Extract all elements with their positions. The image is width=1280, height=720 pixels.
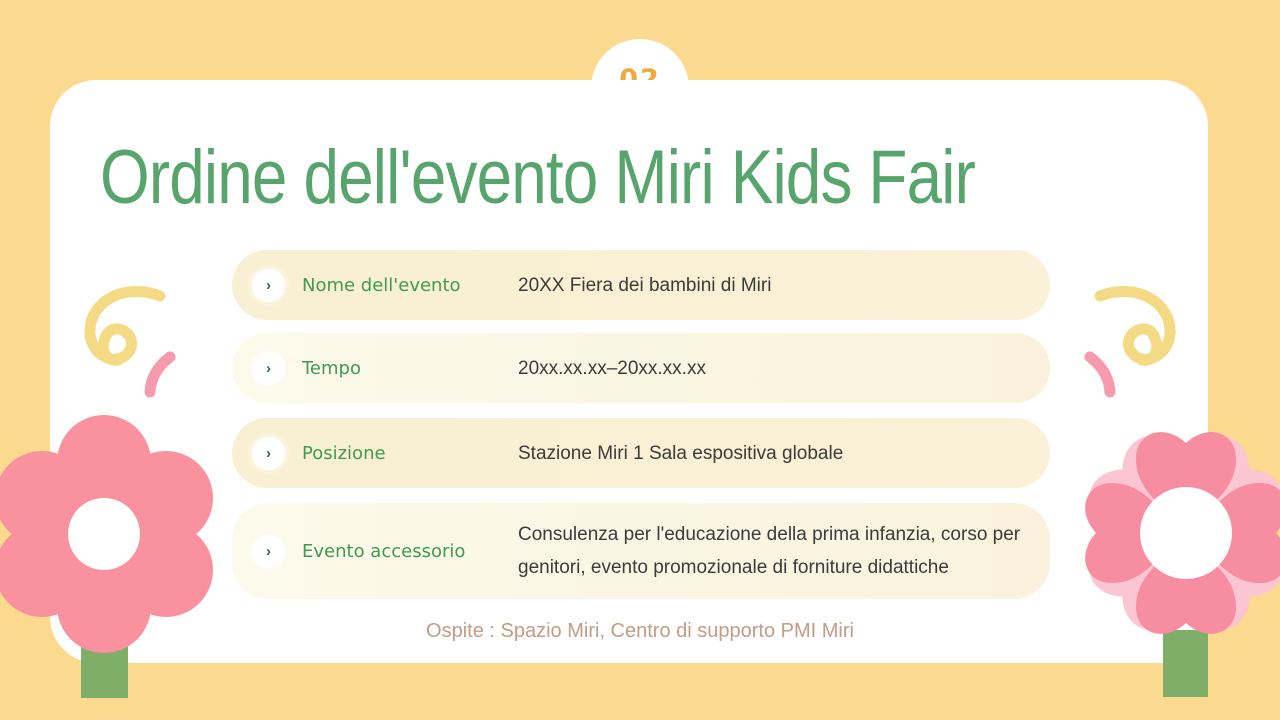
chevron-right-icon: ›: [252, 268, 285, 302]
host-note: Ospite : Spazio Miri, Centro di supporto…: [426, 620, 854, 642]
row-value: Consulenza per l'educazione della prima …: [518, 524, 1021, 578]
row-label: Tempo: [302, 357, 361, 379]
page-title: Ordine dell'evento Miri Kids Fair: [100, 135, 976, 220]
row-label: Posizione: [302, 442, 386, 464]
row-label: Evento accessorio: [302, 540, 466, 562]
event-detail-list: › Nome dell'evento 20XX Fiera dei bambin…: [232, 250, 1050, 599]
row-value: Stazione Miri 1 Sala espositiva globale: [518, 442, 844, 464]
row-location: › Posizione Stazione Miri 1 Sala esposit…: [232, 418, 1050, 488]
chevron-right-icon: ›: [252, 534, 285, 568]
row-side-events: › Evento accessorio Consulenza per l'edu…: [232, 503, 1050, 599]
row-value: 20xx.xx.xx–20xx.xx.xx: [518, 357, 706, 379]
chevron-right-icon: ›: [252, 351, 285, 385]
row-value: 20XX Fiera dei bambini di Miri: [518, 274, 772, 296]
row-time: › Tempo 20xx.xx.xx–20xx.xx.xx: [232, 333, 1050, 403]
chevron-right-icon: ›: [252, 436, 285, 470]
row-label: Nome dell'evento: [302, 274, 461, 296]
row-event-name: › Nome dell'evento 20XX Fiera dei bambin…: [232, 250, 1050, 320]
